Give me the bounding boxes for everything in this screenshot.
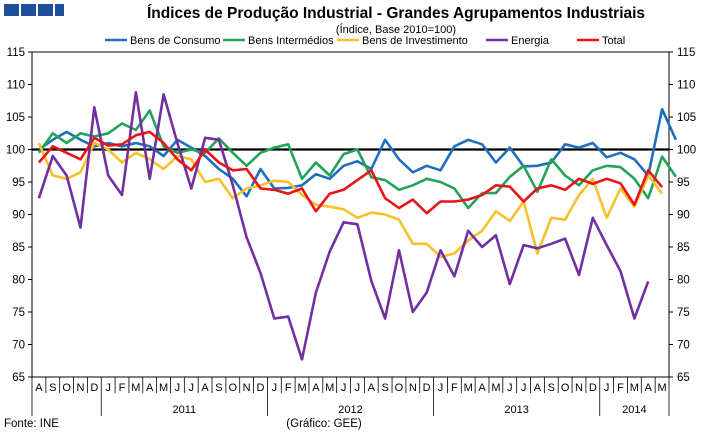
y-tick-label-left: 90 <box>12 210 25 222</box>
legend-label-2: Bens de Investimento <box>362 35 468 47</box>
year-label: 2014 <box>622 404 646 416</box>
y-tick-label-left: 115 <box>7 47 25 59</box>
x-tick-label: J <box>507 382 513 394</box>
x-tick-label: A <box>534 382 542 394</box>
x-tick-label: S <box>381 382 388 394</box>
x-tick-label: M <box>630 382 639 394</box>
x-tick-label: M <box>325 382 334 394</box>
x-tick-label: D <box>257 382 265 394</box>
y-tick-label-right: 95 <box>677 177 690 189</box>
gee-logo <box>4 4 64 16</box>
x-tick-label: N <box>243 382 251 394</box>
x-tick-label: J <box>175 382 181 394</box>
x-tick-label: D <box>423 382 431 394</box>
logo-block-4 <box>55 4 64 16</box>
x-tick-label: J <box>521 382 527 394</box>
x-tick-label: J <box>189 382 195 394</box>
series-line-4 <box>37 130 664 215</box>
x-tick-label: A <box>478 382 486 394</box>
series-line-3 <box>37 91 650 361</box>
x-tick-label: O <box>229 382 238 394</box>
x-tick-label: O <box>62 382 71 394</box>
chart-title: Índices de Produção Industrial - Grandes… <box>147 5 645 22</box>
y-tick-label-left: 105 <box>6 112 25 124</box>
legend-label-0: Bens de Consumo <box>130 35 221 47</box>
logo-block-1 <box>4 4 19 16</box>
y-tick-label-left: 80 <box>12 275 25 287</box>
x-tick-label: J <box>438 382 444 394</box>
y-tick-label-left: 75 <box>12 307 25 319</box>
x-tick-label: A <box>146 382 154 394</box>
logo-block-2 <box>21 4 36 16</box>
logo-block-3 <box>38 4 53 16</box>
y-tick-label-left: 65 <box>12 372 25 384</box>
chart-subtitle: (Índice, Base 2010=100) <box>336 23 456 36</box>
series-line-2 <box>37 141 664 259</box>
y-tick-label-right: 110 <box>677 80 695 92</box>
x-tick-label: N <box>409 382 417 394</box>
y-axis-right: 65 70 75 80 85 90 95 100 105 110 115 <box>669 47 696 384</box>
x-tick-label: J <box>355 382 361 394</box>
y-tick-label-right: 85 <box>677 242 690 254</box>
x-tick-label: A <box>368 382 376 394</box>
y-tick-label-left: 95 <box>12 177 25 189</box>
x-tick-label: J <box>341 382 347 394</box>
x-tick-label: N <box>575 382 583 394</box>
legend-label-4: Total <box>602 35 625 47</box>
y-tick-label-left: 110 <box>7 80 25 92</box>
x-tick-label: D <box>90 382 98 394</box>
x-tick-label: M <box>297 382 306 394</box>
x-tick-label: S <box>548 382 555 394</box>
year-label: 2013 <box>504 404 528 416</box>
y-tick-label-left: 100 <box>6 145 25 157</box>
y-tick-label-right: 70 <box>677 340 690 352</box>
x-tick-label: A <box>312 382 320 394</box>
year-label: 2011 <box>172 404 196 416</box>
x-tick-label: A <box>201 382 209 394</box>
y-tick-label-right: 90 <box>677 210 690 222</box>
x-tick-label: F <box>119 382 126 394</box>
x-tick-label: A <box>35 382 43 394</box>
y-tick-label-left: 70 <box>12 340 25 352</box>
x-tick-label: J <box>604 382 610 394</box>
x-tick-label: F <box>451 382 458 394</box>
y-tick-label-right: 100 <box>677 145 696 157</box>
x-tick-label: M <box>464 382 473 394</box>
x-tick-label: F <box>617 382 624 394</box>
y-tick-label-right: 105 <box>677 112 696 124</box>
x-tick-label: F <box>285 382 292 394</box>
x-tick-label: J <box>105 382 111 394</box>
x-tick-label: S <box>215 382 222 394</box>
x-tick-label: M <box>657 382 666 394</box>
x-tick-label: O <box>395 382 404 394</box>
series-line-1 <box>37 109 677 210</box>
y-tick-label-right: 65 <box>677 372 690 384</box>
source-note: Fonte: INE <box>4 418 59 430</box>
year-label: 2012 <box>338 404 362 416</box>
y-tick-label-right: 115 <box>677 47 695 59</box>
series-layer <box>37 91 678 361</box>
legend-label-3: Energia <box>511 35 550 47</box>
y-tick-label-right: 80 <box>677 275 690 287</box>
y-tick-label-left: 85 <box>12 242 25 254</box>
legend: Bens de Consumo Bens Intermédios Bens de I… <box>105 35 625 47</box>
x-tick-label: M <box>159 382 168 394</box>
x-tick-label: O <box>561 382 570 394</box>
legend-label-1: Bens Intermédios <box>248 35 334 47</box>
x-tick-label: J <box>272 382 278 394</box>
x-tick-label: N <box>76 382 84 394</box>
x-tick-label: D <box>589 382 597 394</box>
x-tick-label: M <box>491 382 500 394</box>
y-axis-left: 65 70 75 80 85 90 95 100 105 110 115 <box>6 47 32 384</box>
y-tick-label-right: 75 <box>677 307 690 319</box>
credit-note: (Gráfico: GEE) <box>286 418 362 430</box>
x-tick-label: S <box>49 382 56 394</box>
x-tick-label: A <box>645 382 653 394</box>
x-tick-label: M <box>131 382 140 394</box>
